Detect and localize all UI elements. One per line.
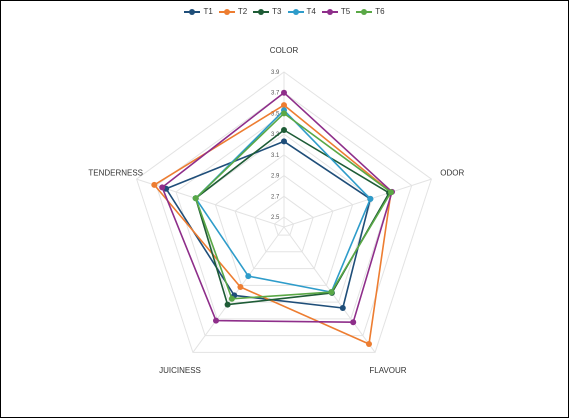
legend-item-t6: T6 [356,7,385,16]
tick-label-0: 2.5 [271,215,280,221]
legend-marker-t4 [287,8,304,16]
legend-marker-t5 [321,8,338,16]
axis-label-color: COLOR [270,46,299,55]
axis-label-juiciness: JUICINESS [159,366,201,375]
grid-ring-7 [136,71,432,353]
data-point-t4-odor [367,195,374,202]
data-point-t1-color [281,138,287,145]
axis-spoke-1 [283,178,432,228]
tick-label-5: 3.5 [271,111,280,117]
legend-label-t5: T5 [340,7,351,16]
data-point-t2-juiciness [237,284,244,290]
axis-label-tenderness: TENDERNESS [88,168,143,177]
legend-marker-t3 [253,8,270,16]
data-point-t1-flavour [339,305,346,311]
data-point-t2-tenderness [151,181,158,188]
axis-label-odor: ODOR [440,168,464,177]
tick-label-3: 3.1 [271,153,280,159]
data-point-t6-tenderness [192,195,199,202]
series-line-t6 [194,112,392,300]
data-point-t3-color [281,127,287,133]
series-line-t1 [165,140,372,309]
legend-marker-t6 [356,8,373,16]
tick-label-7: 3.9 [271,70,280,76]
legend-label-t6: T6 [375,7,385,16]
chart-legend: T1 T2 T3 T4 T5 T6 [1,7,568,16]
grid-ring-3 [214,154,354,286]
data-point-t6-odor [388,189,394,196]
legend-marker-t2 [218,8,235,16]
data-point-t5-flavour [350,319,357,326]
data-point-t2-flavour [366,341,372,347]
legend-marker-t1 [184,8,201,16]
data-point-t4-juiciness [245,273,252,280]
data-point-t5-juiciness [213,317,219,324]
data-point-t6-flavour [328,289,335,296]
data-point-t3-juiciness [224,301,231,308]
tick-label-1: 2.7 [271,194,280,200]
legend-label-t4: T4 [306,7,316,16]
axis-label-flavour: FLAVOUR [369,366,406,375]
legend-item-t5: T5 [321,7,351,16]
data-point-t5-color [281,89,287,96]
data-point-t6-juiciness [228,295,235,302]
tick-label-6: 3.7 [271,91,280,97]
tick-label-2: 2.9 [271,174,280,180]
legend-item-t4: T4 [287,7,316,16]
legend-item-t2: T2 [218,7,248,16]
series-line-t5 [161,91,393,324]
legend-label-t3: T3 [272,7,282,16]
axis-spoke-3 [192,226,285,353]
tick-label-4: 3.3 [271,132,280,138]
grid-ring-2 [234,174,334,270]
legend-label-t2: T2 [237,7,248,16]
legend-item-t3: T3 [253,7,282,16]
legend-item-t1: T1 [184,7,213,16]
legend-label-t1: T1 [203,7,213,16]
series-line-t2 [153,104,392,345]
series-line-t3 [194,129,390,306]
grid-ring-1 [254,195,314,253]
data-point-t2-color [281,102,287,109]
grid-ring-0 [273,216,295,236]
data-point-t5-tenderness [159,184,166,191]
data-point-t6-color [281,110,287,117]
